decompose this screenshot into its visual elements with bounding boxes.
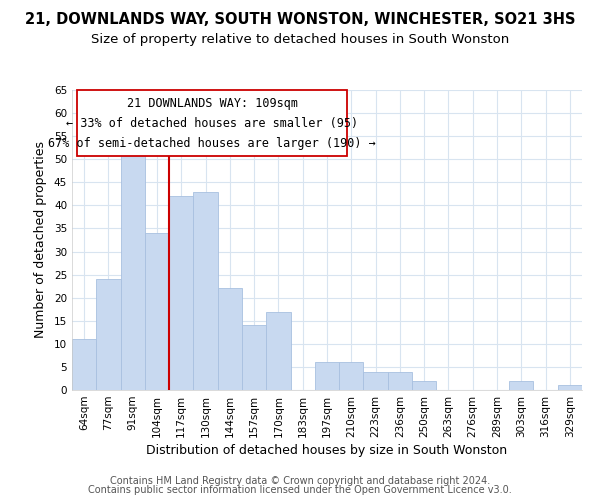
- Bar: [145, 233, 169, 390]
- Bar: [169, 196, 193, 390]
- Bar: [509, 381, 533, 390]
- Text: 21 DOWNLANDS WAY: 109sqm
← 33% of detached houses are smaller (95)
67% of semi-d: 21 DOWNLANDS WAY: 109sqm ← 33% of detach…: [49, 96, 376, 150]
- Text: Contains HM Land Registry data © Crown copyright and database right 2024.: Contains HM Land Registry data © Crown c…: [110, 476, 490, 486]
- Bar: [218, 288, 242, 390]
- Bar: [242, 326, 266, 390]
- FancyBboxPatch shape: [77, 90, 347, 156]
- Bar: [193, 192, 218, 390]
- Bar: [364, 372, 388, 390]
- Bar: [412, 381, 436, 390]
- Bar: [96, 279, 121, 390]
- Bar: [558, 386, 582, 390]
- Text: 21, DOWNLANDS WAY, SOUTH WONSTON, WINCHESTER, SO21 3HS: 21, DOWNLANDS WAY, SOUTH WONSTON, WINCHE…: [25, 12, 575, 28]
- Text: Size of property relative to detached houses in South Wonston: Size of property relative to detached ho…: [91, 32, 509, 46]
- Bar: [72, 339, 96, 390]
- Bar: [339, 362, 364, 390]
- Bar: [388, 372, 412, 390]
- Text: Contains public sector information licensed under the Open Government Licence v3: Contains public sector information licen…: [88, 485, 512, 495]
- Bar: [266, 312, 290, 390]
- Y-axis label: Number of detached properties: Number of detached properties: [34, 142, 47, 338]
- Bar: [315, 362, 339, 390]
- Bar: [121, 141, 145, 390]
- X-axis label: Distribution of detached houses by size in South Wonston: Distribution of detached houses by size …: [146, 444, 508, 457]
